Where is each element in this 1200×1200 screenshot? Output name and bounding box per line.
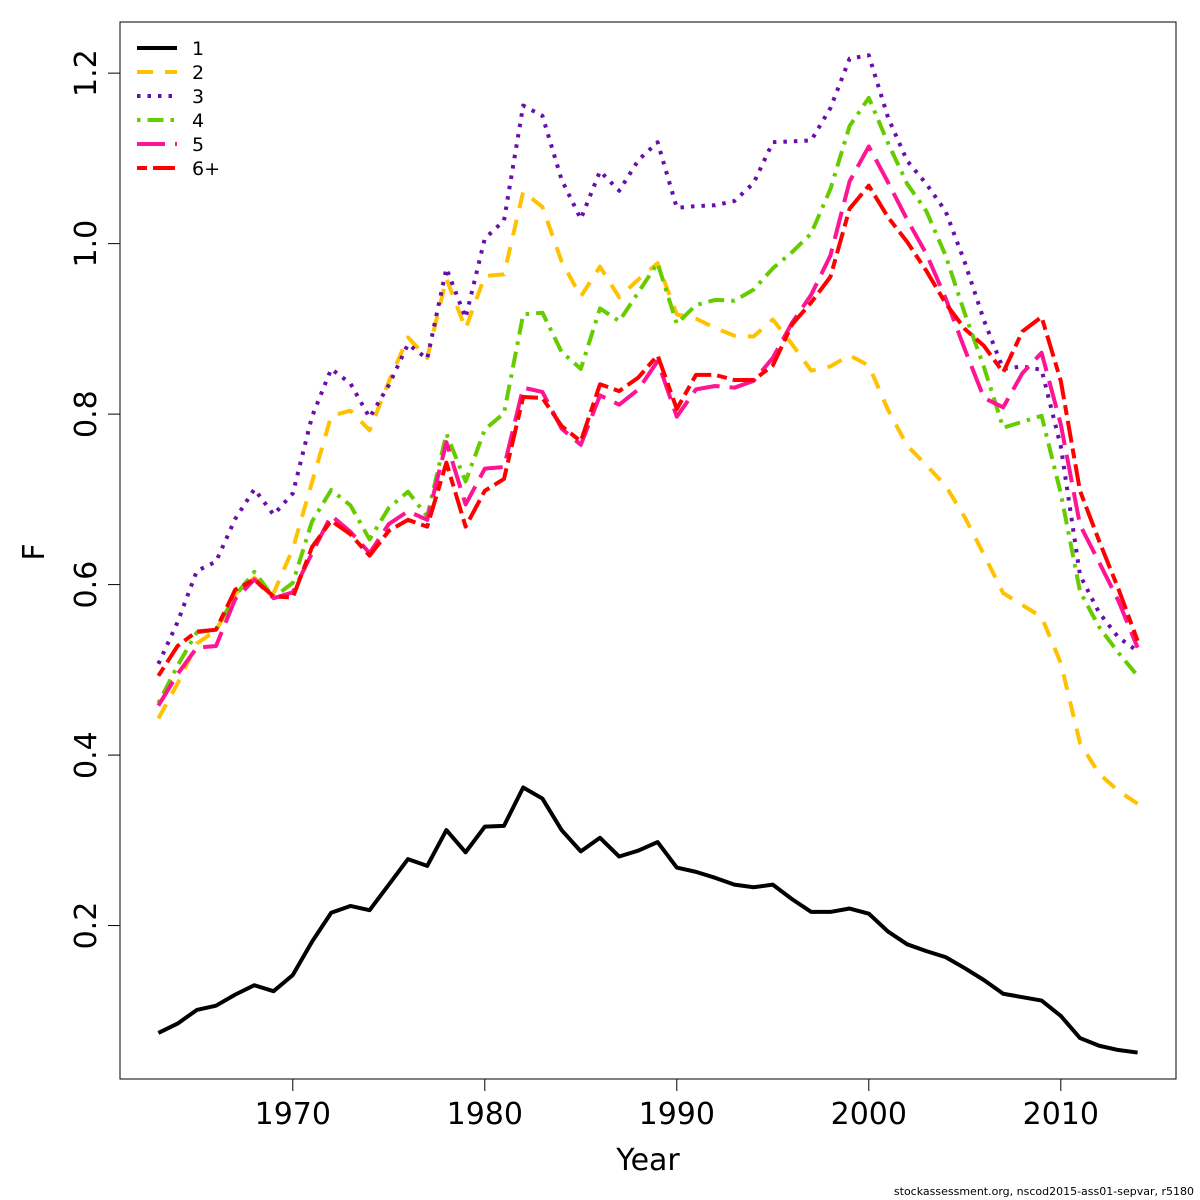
y-tick-label: 0.8 [69, 390, 104, 438]
y-tick-label: 0.4 [69, 731, 104, 779]
series-layer [156, 53, 1140, 1055]
legend-label: 5 [192, 134, 204, 156]
legend-label: 3 [192, 86, 204, 108]
y-axis-title: F [17, 543, 52, 560]
x-tick-label: 1990 [639, 1097, 715, 1132]
x-tick-label: 2010 [1023, 1097, 1099, 1132]
legend-label: 6+ [192, 158, 220, 180]
y-tick-label: 0.6 [69, 561, 104, 609]
legend-label: 1 [192, 38, 204, 60]
footer-credit: stockassessment.org, nscod2015-ass01-sep… [893, 1185, 1194, 1198]
series-line-4 [156, 95, 1140, 704]
x-tick-label: 2000 [831, 1097, 907, 1132]
legend-label: 2 [192, 62, 204, 84]
y-axis: 0.2 0.4 0.6 0.8 1.0 1.2 [69, 49, 121, 950]
x-tick-label: 1970 [255, 1097, 331, 1132]
series-line-1 [157, 785, 1138, 1055]
series-line-3 [156, 53, 1139, 665]
x-axis-title: Year [615, 1143, 680, 1178]
series-line-2 [156, 189, 1139, 806]
series-line-6 [156, 183, 1140, 677]
y-tick-label: 0.2 [69, 902, 104, 950]
x-axis: 1970 1980 1990 2000 2010 [255, 1078, 1099, 1132]
plot-frame [119, 21, 1177, 1080]
x-tick-label: 1980 [447, 1097, 523, 1132]
series-line-5 [156, 144, 1140, 707]
y-tick-label: 1.0 [69, 220, 104, 268]
legend-label: 4 [192, 110, 204, 132]
y-tick-label: 1.2 [69, 49, 104, 97]
